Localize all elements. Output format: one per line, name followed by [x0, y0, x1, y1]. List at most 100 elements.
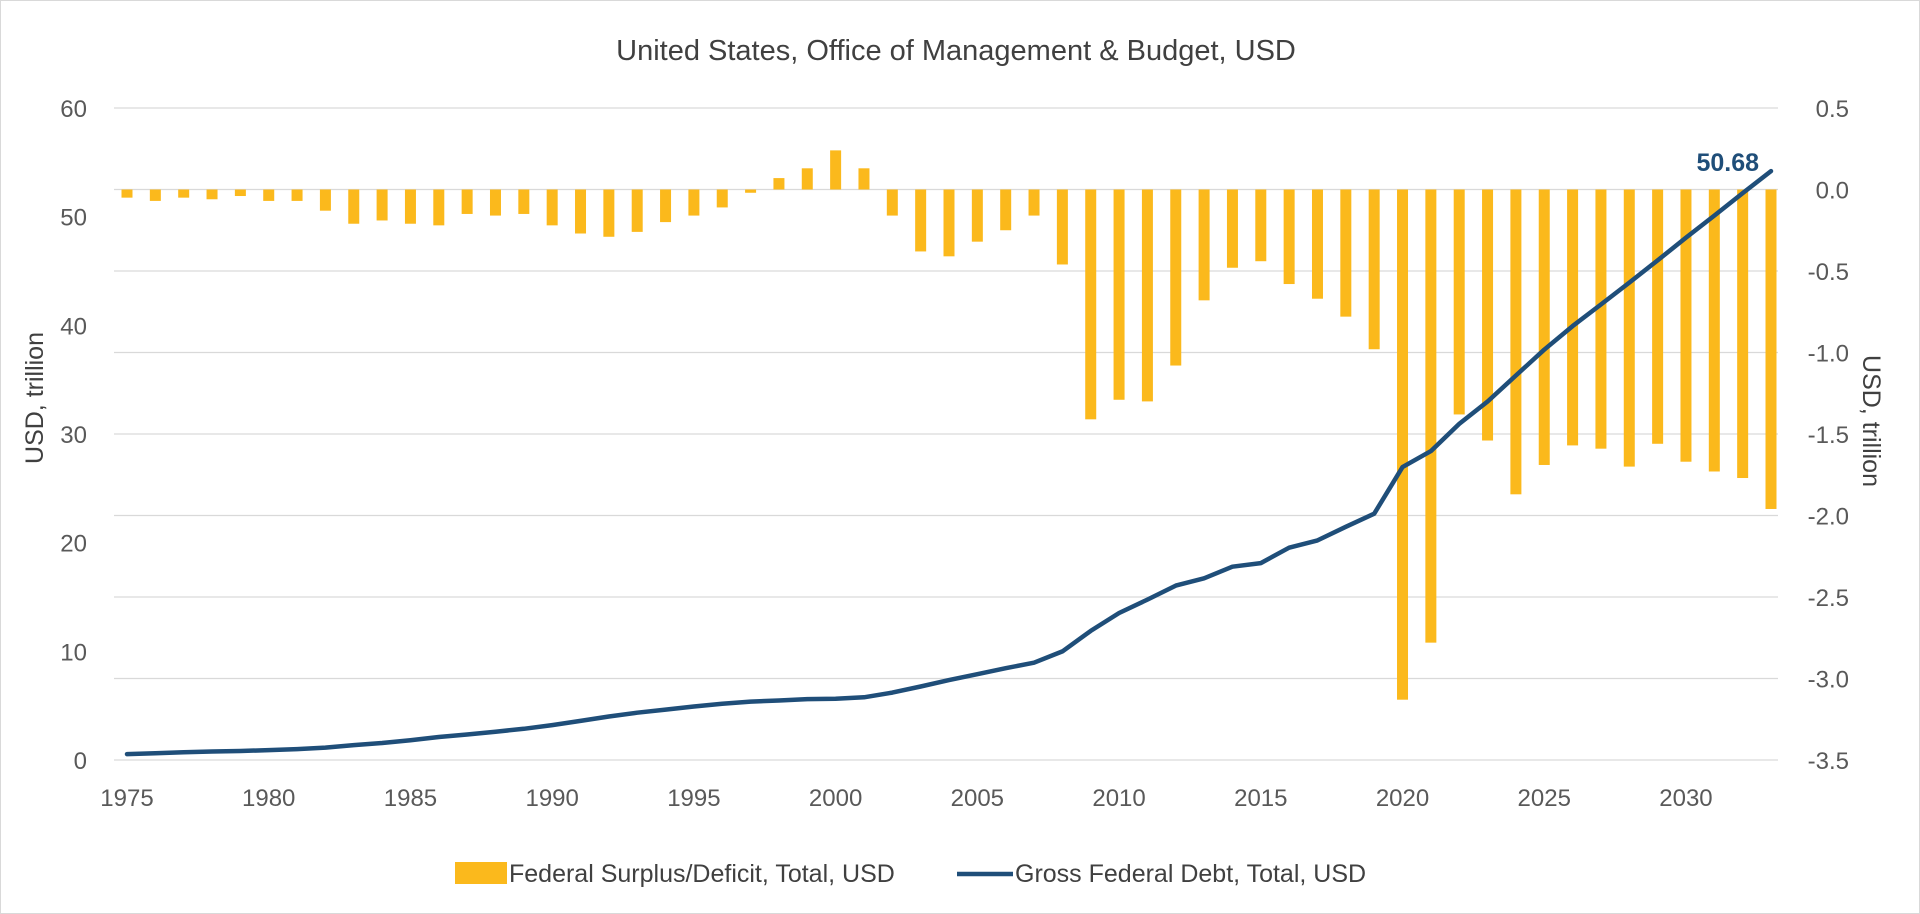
x-tick-label: 1980: [242, 785, 295, 812]
deficit-bar: [660, 189, 672, 223]
left-tick-label: 30: [60, 422, 87, 449]
x-tick-label: 2000: [809, 785, 862, 812]
legend-line-label: Gross Federal Debt, Total, USD: [1015, 860, 1366, 888]
deficit-bar: [1028, 189, 1040, 216]
legend-bar-swatch: [455, 862, 507, 884]
right-tick-label: -3.0: [1808, 667, 1849, 694]
deficit-bar: [518, 189, 530, 214]
left-tick-label: 10: [60, 639, 87, 666]
legend: Federal Surplus/Deficit, Total, USD Gros…: [455, 860, 1366, 888]
deficit-bar: [1708, 189, 1720, 472]
deficit-bar: [1226, 189, 1238, 268]
deficit-bar: [404, 189, 416, 224]
deficit-bar: [1425, 189, 1437, 643]
x-tick-label: 1990: [525, 785, 578, 812]
deficit-bar: [178, 189, 190, 198]
deficit-bar: [858, 168, 870, 190]
x-tick-label: 1995: [667, 785, 720, 812]
right-tick-label: 0.5: [1816, 96, 1849, 123]
deficit-bar: [1397, 189, 1409, 700]
deficit-bar: [603, 189, 615, 237]
deficit-bar: [489, 189, 501, 216]
deficit-bar: [1623, 189, 1635, 467]
legend-bar-label: Federal Surplus/Deficit, Total, USD: [509, 860, 895, 888]
deficit-bar: [801, 168, 813, 190]
deficit-bar: [546, 189, 558, 226]
deficit-bar: [1000, 189, 1012, 231]
x-axis-ticks: 1975 1980 1985 1990 1995 2000 2005 2010 2015 2020…: [100, 785, 1712, 812]
deficit-bar: [745, 189, 757, 193]
right-tick-label: 0.0: [1816, 178, 1849, 205]
deficit-bar: [348, 189, 360, 224]
deficit-bar: [149, 189, 161, 201]
gridlines: [114, 107, 1778, 761]
deficit-bar: [1113, 189, 1125, 400]
left-axis-label: USD, trillion: [21, 332, 49, 464]
deficit-bar: [1283, 189, 1295, 285]
deficit-bar: [716, 189, 728, 208]
deficit-bar: [1198, 189, 1210, 301]
bar-series: [121, 150, 1777, 700]
left-tick-label: 60: [60, 96, 87, 123]
deficit-bar: [1340, 189, 1352, 317]
right-tick-label: -2.0: [1808, 504, 1849, 531]
left-tick-label: 50: [60, 205, 87, 232]
deficit-bar: [1652, 189, 1664, 444]
left-tick-label: 20: [60, 531, 87, 558]
x-tick-label: 2015: [1234, 785, 1287, 812]
right-tick-label: -3.5: [1808, 748, 1849, 775]
deficit-bar: [1255, 189, 1267, 262]
deficit-bar: [1680, 189, 1692, 462]
x-tick-label: 2020: [1376, 785, 1429, 812]
right-axis-ticks: -3.5 -3.0 -2.5 -2.0 -1.5 -1.0 -0.5 0.0 0.5: [1808, 96, 1849, 775]
line-series: [124, 168, 1774, 757]
deficit-bar: [461, 189, 473, 214]
x-tick-label: 2025: [1518, 785, 1571, 812]
deficit-bar: [206, 189, 218, 200]
left-tick-label: 40: [60, 313, 87, 340]
deficit-bar: [1141, 189, 1153, 402]
deficit-bar: [433, 189, 445, 226]
deficit-bar: [943, 189, 955, 257]
left-axis-ticks: 0 10 20 30 40 50 60: [60, 96, 87, 775]
deficit-bar: [263, 189, 275, 201]
deficit-bar: [773, 178, 785, 190]
deficit-bar: [121, 189, 133, 198]
deficit-bar: [631, 189, 643, 232]
deficit-bar: [1765, 189, 1777, 509]
debt-line: [124, 168, 1774, 757]
deficit-bar: [1482, 189, 1494, 441]
right-tick-label: -1.0: [1808, 341, 1849, 368]
deficit-bar: [1170, 189, 1182, 366]
deficit-bar: [575, 189, 587, 234]
deficit-bar: [1311, 189, 1323, 299]
right-tick-label: -1.5: [1808, 422, 1849, 449]
deficit-bar: [1510, 189, 1522, 495]
latest-value-callout: 50.68: [1696, 149, 1759, 177]
right-axis-label: USD, trillion: [1857, 355, 1885, 487]
deficit-bar: [971, 189, 983, 242]
deficit-bar: [886, 189, 898, 216]
deficit-bar: [915, 189, 927, 252]
deficit-bar: [1567, 189, 1579, 446]
deficit-bar: [1595, 189, 1607, 449]
x-tick-label: 1985: [384, 785, 437, 812]
deficit-bar: [1737, 189, 1749, 479]
deficit-bar: [1085, 189, 1097, 420]
left-tick-label: 0: [74, 748, 87, 775]
right-tick-label: -0.5: [1808, 259, 1849, 286]
x-tick-label: 2030: [1659, 785, 1712, 812]
chart-title: United States, Office of Management & Bu…: [616, 35, 1296, 67]
deficit-bar: [1538, 189, 1550, 465]
deficit-bar: [1368, 189, 1380, 350]
deficit-bar: [830, 150, 842, 190]
deficit-bar: [688, 189, 700, 216]
x-tick-label: 2005: [951, 785, 1004, 812]
x-tick-label: 1975: [100, 785, 153, 812]
deficit-bar: [1453, 189, 1465, 415]
deficit-bar: [376, 189, 388, 221]
deficit-bar: [291, 189, 303, 201]
right-tick-label: -2.5: [1808, 585, 1849, 612]
